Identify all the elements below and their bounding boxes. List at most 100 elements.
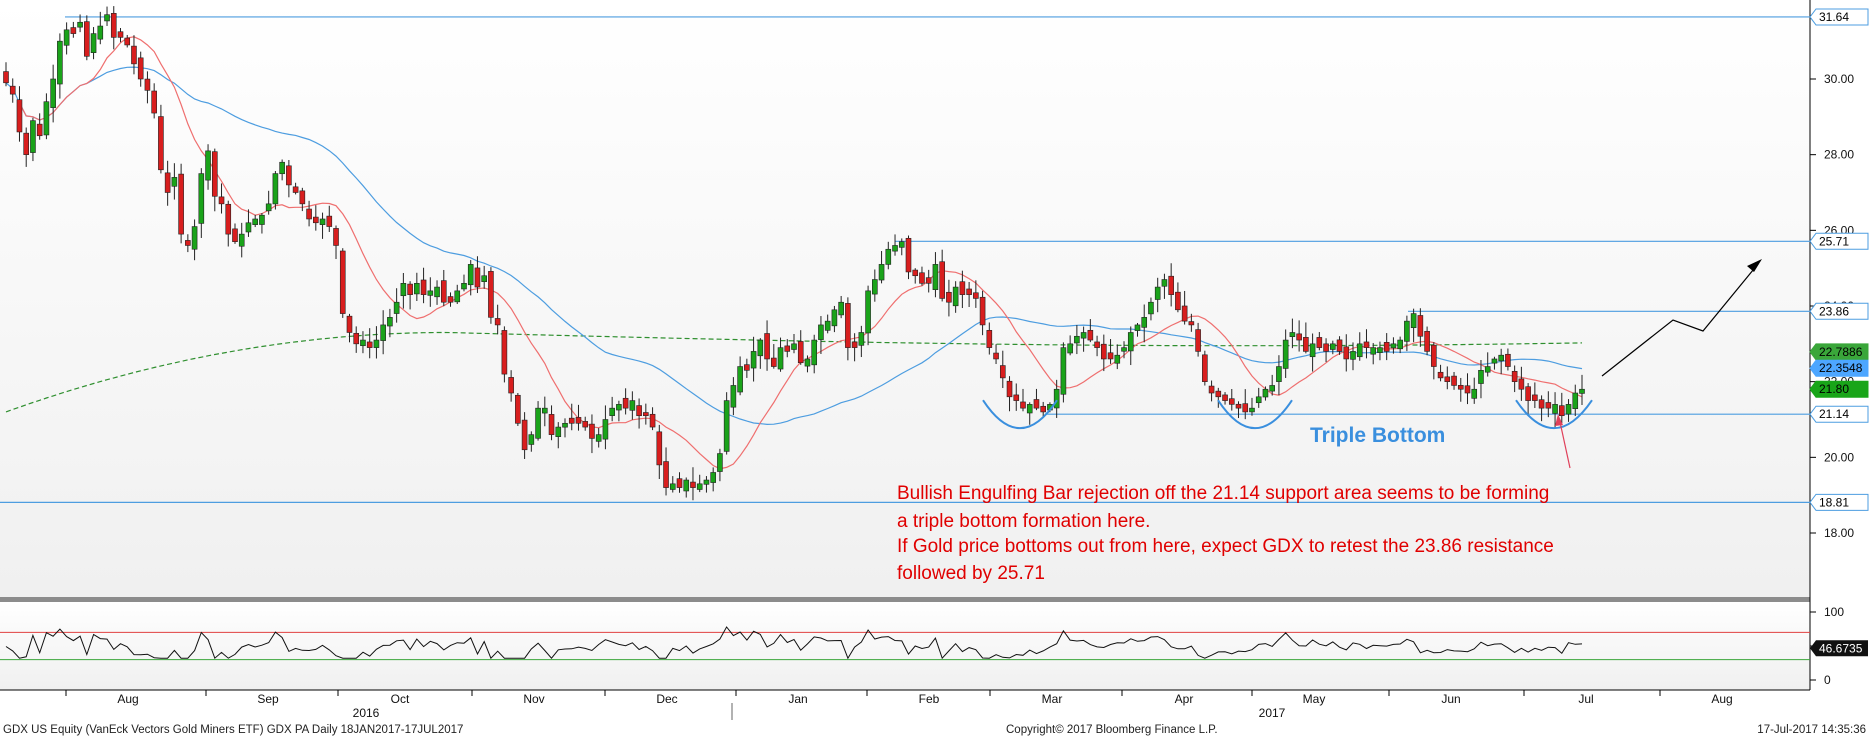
candle-body	[1431, 344, 1437, 367]
candle	[1026, 402, 1033, 425]
candle	[1431, 342, 1437, 380]
tag-label: 25.71	[1819, 234, 1849, 248]
candle	[1330, 340, 1336, 355]
candle-body	[575, 417, 582, 424]
candle	[279, 159, 285, 181]
candle-body	[690, 481, 696, 488]
candle	[1154, 277, 1161, 313]
rsi-tick-label: 0	[1824, 673, 1831, 687]
candle-body	[137, 57, 144, 80]
candle	[454, 284, 461, 305]
candle	[784, 339, 791, 358]
candle-body	[582, 421, 589, 428]
candle	[1464, 373, 1471, 405]
candle	[474, 256, 481, 294]
candle	[1579, 374, 1585, 406]
x-tick-label: Jan	[788, 692, 807, 706]
candle	[272, 171, 279, 210]
candle-body	[366, 341, 373, 348]
candle	[77, 14, 83, 33]
candle-body	[1040, 405, 1046, 413]
candle	[3, 62, 9, 87]
candle	[946, 279, 952, 317]
candle-body	[1464, 385, 1471, 394]
candle	[1545, 391, 1552, 418]
candle	[43, 93, 50, 140]
candle	[1505, 348, 1511, 371]
candle	[1040, 401, 1046, 418]
candle	[494, 304, 501, 335]
candle	[1356, 332, 1363, 361]
candle	[1006, 376, 1013, 412]
candle	[164, 160, 171, 206]
candle-body	[1350, 351, 1356, 360]
candle	[1262, 386, 1269, 401]
candle-body	[521, 419, 528, 451]
rsi-value-tag	[1810, 640, 1868, 657]
candle-body	[1276, 366, 1282, 382]
candle	[171, 163, 178, 200]
candle-body	[117, 31, 124, 38]
candle	[1181, 290, 1188, 325]
candle	[1215, 387, 1222, 408]
candle-body	[1148, 301, 1154, 315]
year-label-2016: 2016	[353, 706, 380, 720]
footer-ticker: GDX US Equity (VanEck Vectors Gold Miner…	[3, 724, 463, 736]
candle-body	[252, 218, 258, 225]
rejection-arrow	[1555, 414, 1571, 469]
candle-body	[211, 151, 218, 197]
candle-body	[16, 99, 23, 133]
comment-line-1: Bullish Engulfing Bar rejection off the …	[897, 483, 1549, 504]
triple-bottom-arc	[1217, 399, 1293, 429]
candle	[898, 238, 905, 256]
candle-body	[387, 317, 393, 327]
candle	[488, 267, 494, 324]
candle-body	[1377, 347, 1383, 353]
candle	[1101, 334, 1107, 372]
candle-body	[885, 248, 892, 265]
candle-body	[629, 400, 636, 411]
candle	[919, 266, 925, 286]
candle	[1134, 323, 1141, 337]
candle-body	[1074, 335, 1080, 344]
candle	[70, 21, 77, 38]
level-tag-21-14: 21.14	[1809, 405, 1869, 423]
candle-body	[750, 351, 757, 369]
candle-body	[1538, 399, 1545, 409]
candle-body	[339, 250, 346, 314]
candle-body	[1202, 354, 1208, 382]
candle-body	[232, 228, 238, 242]
candle-body	[1478, 370, 1484, 384]
candle-body	[548, 414, 555, 435]
candle-body	[683, 479, 690, 492]
candle	[1552, 392, 1558, 428]
y-tick-label: 28.00	[1824, 148, 1854, 162]
candle	[872, 269, 878, 302]
candle-body	[313, 216, 319, 224]
candle	[414, 272, 420, 301]
candle-body	[1410, 313, 1417, 329]
candle	[117, 28, 124, 43]
candle	[97, 11, 104, 45]
candle-body	[1161, 279, 1168, 287]
candle	[434, 280, 440, 305]
candle	[521, 412, 528, 459]
candle-body	[946, 291, 952, 303]
candle	[501, 326, 508, 383]
candle	[380, 310, 386, 355]
candle-body	[1235, 403, 1242, 409]
candle	[326, 205, 333, 232]
x-tick-label: Sep	[257, 692, 279, 706]
candle	[602, 405, 609, 450]
candle-body	[90, 33, 97, 53]
candle	[528, 431, 535, 452]
candle-body	[528, 434, 535, 445]
triple-bottom-arcs	[982, 399, 1593, 429]
candle-body	[481, 275, 487, 282]
tag-label: 18.81	[1819, 495, 1849, 509]
candle-body	[393, 301, 400, 314]
level-tag-25-71: 25.71	[1809, 232, 1869, 250]
candle	[1074, 325, 1080, 355]
candle-body	[191, 226, 198, 250]
candle-body	[1498, 354, 1504, 362]
